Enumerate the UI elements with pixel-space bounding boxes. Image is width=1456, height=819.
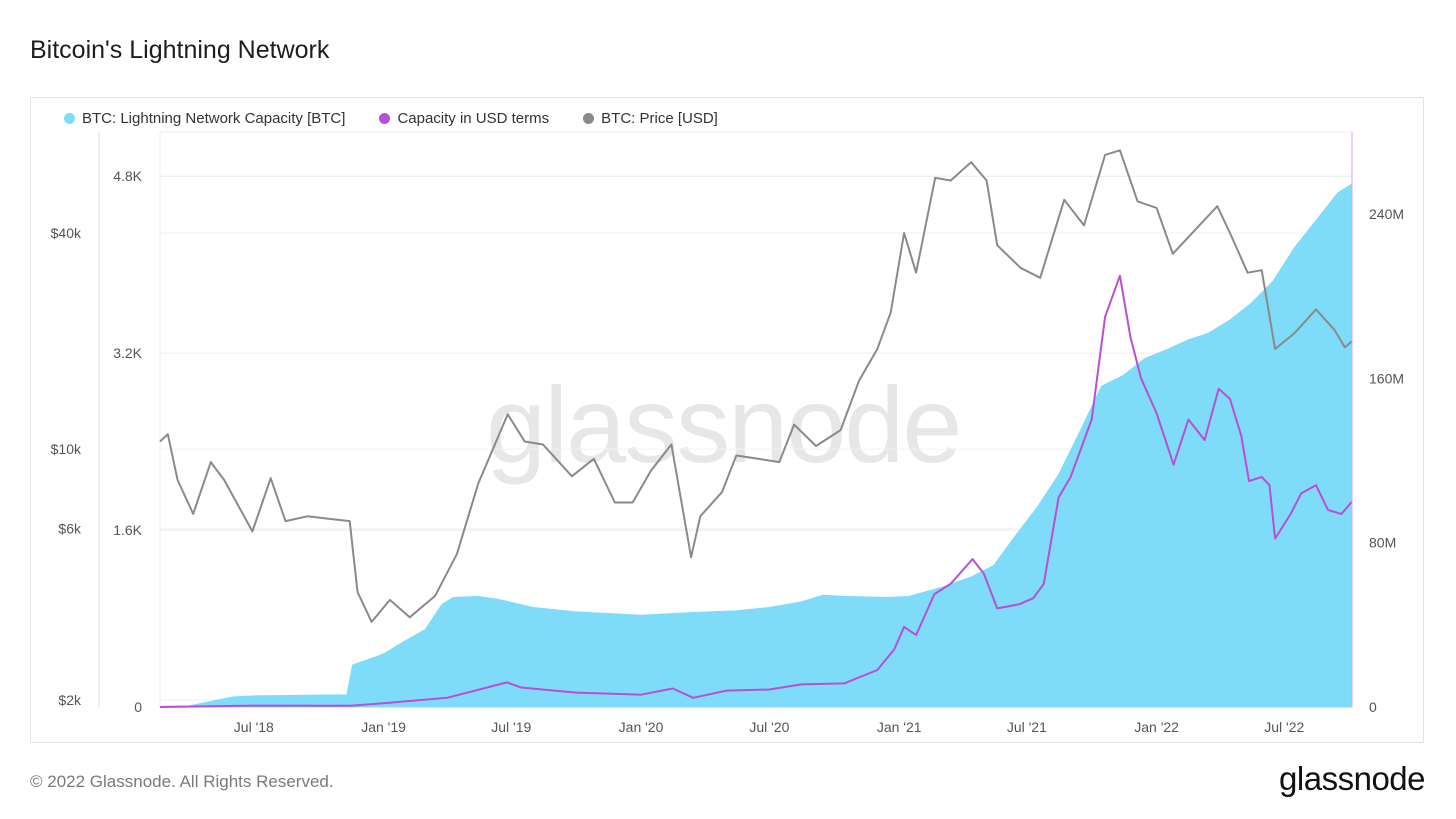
legend-swatch-capacity-usd (379, 113, 391, 124)
copyright-text: © 2022 Glassnode. All Rights Reserved. (30, 772, 334, 791)
legend-item-price[interactable]: BTC: Price [USD] (583, 110, 718, 127)
x-tick: Jul '21 (1007, 719, 1047, 735)
y-tick-price: $2k (58, 692, 82, 708)
series-capacity-btc-area (159, 183, 1353, 708)
y-tick-btc: 1.6K (113, 522, 142, 538)
y-tick-usd: 80M (1369, 535, 1396, 551)
x-tick: Jul '20 (749, 719, 789, 735)
x-tick: Jan '19 (361, 719, 406, 735)
legend-label-capacity-usd: Capacity in USD terms (397, 110, 550, 127)
series-capacity-usd-line (159, 274, 1353, 708)
y-tick-usd: 160M (1369, 370, 1404, 386)
y-tick-price: $6k (58, 521, 82, 537)
chart-frame (30, 97, 1424, 743)
y-tick-usd: 240M (1369, 206, 1404, 222)
x-tick: Jan '21 (877, 719, 922, 735)
y-tick-price: $40k (51, 225, 82, 241)
brand-logo: glassnode (1279, 760, 1425, 797)
legend-swatch-price (583, 113, 595, 124)
series-price-line (159, 149, 1353, 623)
x-tick: Jul '18 (234, 719, 274, 735)
legend-label-price: BTC: Price [USD] (601, 110, 718, 127)
legend-label-capacity-btc: BTC: Lightning Network Capacity [BTC] (82, 110, 346, 127)
x-tick: Jan '20 (619, 719, 664, 735)
y-tick-usd: 0 (1369, 699, 1377, 715)
legend-swatch-capacity-btc (64, 113, 75, 124)
y-tick-btc: 3.2K (113, 345, 142, 361)
chart-legend: BTC: Lightning Network Capacity [BTC] Ca… (64, 110, 718, 127)
chart-title: Bitcoin's Lightning Network (30, 36, 330, 64)
legend-item-capacity-usd[interactable]: Capacity in USD terms (379, 110, 549, 127)
x-tick: Jan '22 (1134, 719, 1179, 735)
y-tick-btc: 0 (134, 699, 142, 715)
y-tick-btc: 4.8K (113, 168, 142, 184)
legend-item-capacity-btc[interactable]: BTC: Lightning Network Capacity [BTC] (64, 110, 345, 127)
x-tick: Jul '22 (1264, 719, 1304, 735)
y-tick-price: $10k (51, 441, 82, 457)
x-tick: Jul '19 (491, 719, 531, 735)
